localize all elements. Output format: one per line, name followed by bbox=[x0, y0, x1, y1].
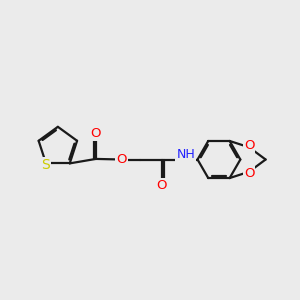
Text: O: O bbox=[244, 167, 254, 180]
Text: O: O bbox=[116, 153, 127, 166]
Text: S: S bbox=[42, 158, 50, 172]
Text: NH: NH bbox=[176, 148, 195, 161]
Text: O: O bbox=[157, 178, 167, 192]
Text: O: O bbox=[91, 127, 101, 140]
Text: O: O bbox=[244, 139, 254, 152]
